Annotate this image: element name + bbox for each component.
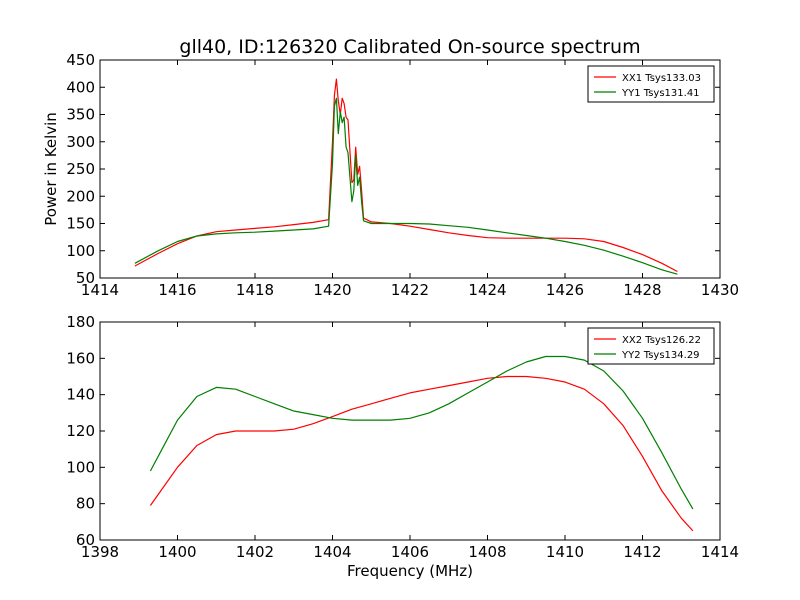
legend-label: XX1 Tsys133.03 bbox=[622, 73, 701, 84]
x-tick-label: 1418 bbox=[236, 281, 274, 299]
x-tick-label: 1420 bbox=[313, 281, 351, 299]
y-tick-label: 250 bbox=[66, 160, 95, 178]
figure-title: gll40, ID:126320 Calibrated On-source sp… bbox=[179, 36, 640, 58]
chart-panel-2: 1398 1400 1402 1404 1406 1408 1410 1412 1414 60 80… bbox=[66, 313, 739, 580]
x-tick-label: 1406 bbox=[391, 543, 429, 561]
y-tick-label: 80 bbox=[76, 495, 95, 513]
x-tick-label: 1410 bbox=[546, 543, 584, 561]
legend-box bbox=[587, 65, 715, 103]
x-tick-label: 1402 bbox=[236, 543, 274, 561]
x-tick-label: 1428 bbox=[623, 281, 661, 299]
y-tick-label: 160 bbox=[66, 349, 95, 367]
x-tick-label: 1408 bbox=[468, 543, 506, 561]
y-tick-label: 100 bbox=[66, 242, 95, 260]
x-tick-label: 1422 bbox=[391, 281, 429, 299]
y-tick-label: 200 bbox=[66, 187, 95, 205]
x-tick-label: 1416 bbox=[158, 281, 196, 299]
series-line-1-2 bbox=[134, 97, 678, 275]
x-tick-label: 1414 bbox=[701, 543, 739, 561]
legend-label: YY1 Tsys131.41 bbox=[621, 88, 700, 99]
series-line-2-2 bbox=[149, 355, 694, 510]
plots-container: 1414 1416 1418 1420 1422 1424 1426 1428 1430 50 10… bbox=[42, 51, 739, 580]
legend-1: XX1 Tsys133.03 YY1 Tsys131.41 bbox=[587, 65, 715, 103]
x-tick-label: 1424 bbox=[468, 281, 506, 299]
y-tick-label: 400 bbox=[66, 78, 95, 96]
x-tick-label: 1404 bbox=[313, 543, 351, 561]
x-tick-label: 1398 bbox=[81, 543, 119, 561]
legend-box bbox=[587, 327, 715, 365]
legend-label: YY2 Tsys134.29 bbox=[621, 350, 700, 361]
y-tick-label: 60 bbox=[76, 531, 95, 549]
y-tick-label: 180 bbox=[66, 313, 95, 331]
x-tick-label: 1414 bbox=[81, 281, 119, 299]
y-tick-label: 50 bbox=[76, 269, 95, 287]
series-line-2-1 bbox=[149, 375, 694, 532]
x-axis-label: Frequency (MHz) bbox=[347, 562, 473, 580]
x-tick-label: 1426 bbox=[546, 281, 584, 299]
x-tick-label: 1430 bbox=[701, 281, 739, 299]
x-tick-label: 1412 bbox=[623, 543, 661, 561]
legend-2: XX2 Tsys126.22 YY2 Tsys134.29 bbox=[587, 327, 715, 365]
chart-panel-1: 1414 1416 1418 1420 1422 1424 1426 1428 1430 50 10… bbox=[42, 51, 739, 299]
y-tick-label: 300 bbox=[66, 133, 95, 151]
y-tick-label: 150 bbox=[66, 215, 95, 233]
y-axis-label: Power in Kelvin bbox=[42, 112, 60, 226]
y-tick-label: 100 bbox=[66, 458, 95, 476]
legend-label: XX2 Tsys126.22 bbox=[622, 335, 701, 346]
y-tick-label: 120 bbox=[66, 422, 95, 440]
y-tick-label: 450 bbox=[66, 51, 95, 69]
y-tick-label: 350 bbox=[66, 106, 95, 124]
x-tick-label: 1400 bbox=[158, 543, 196, 561]
y-tick-label: 140 bbox=[66, 386, 95, 404]
